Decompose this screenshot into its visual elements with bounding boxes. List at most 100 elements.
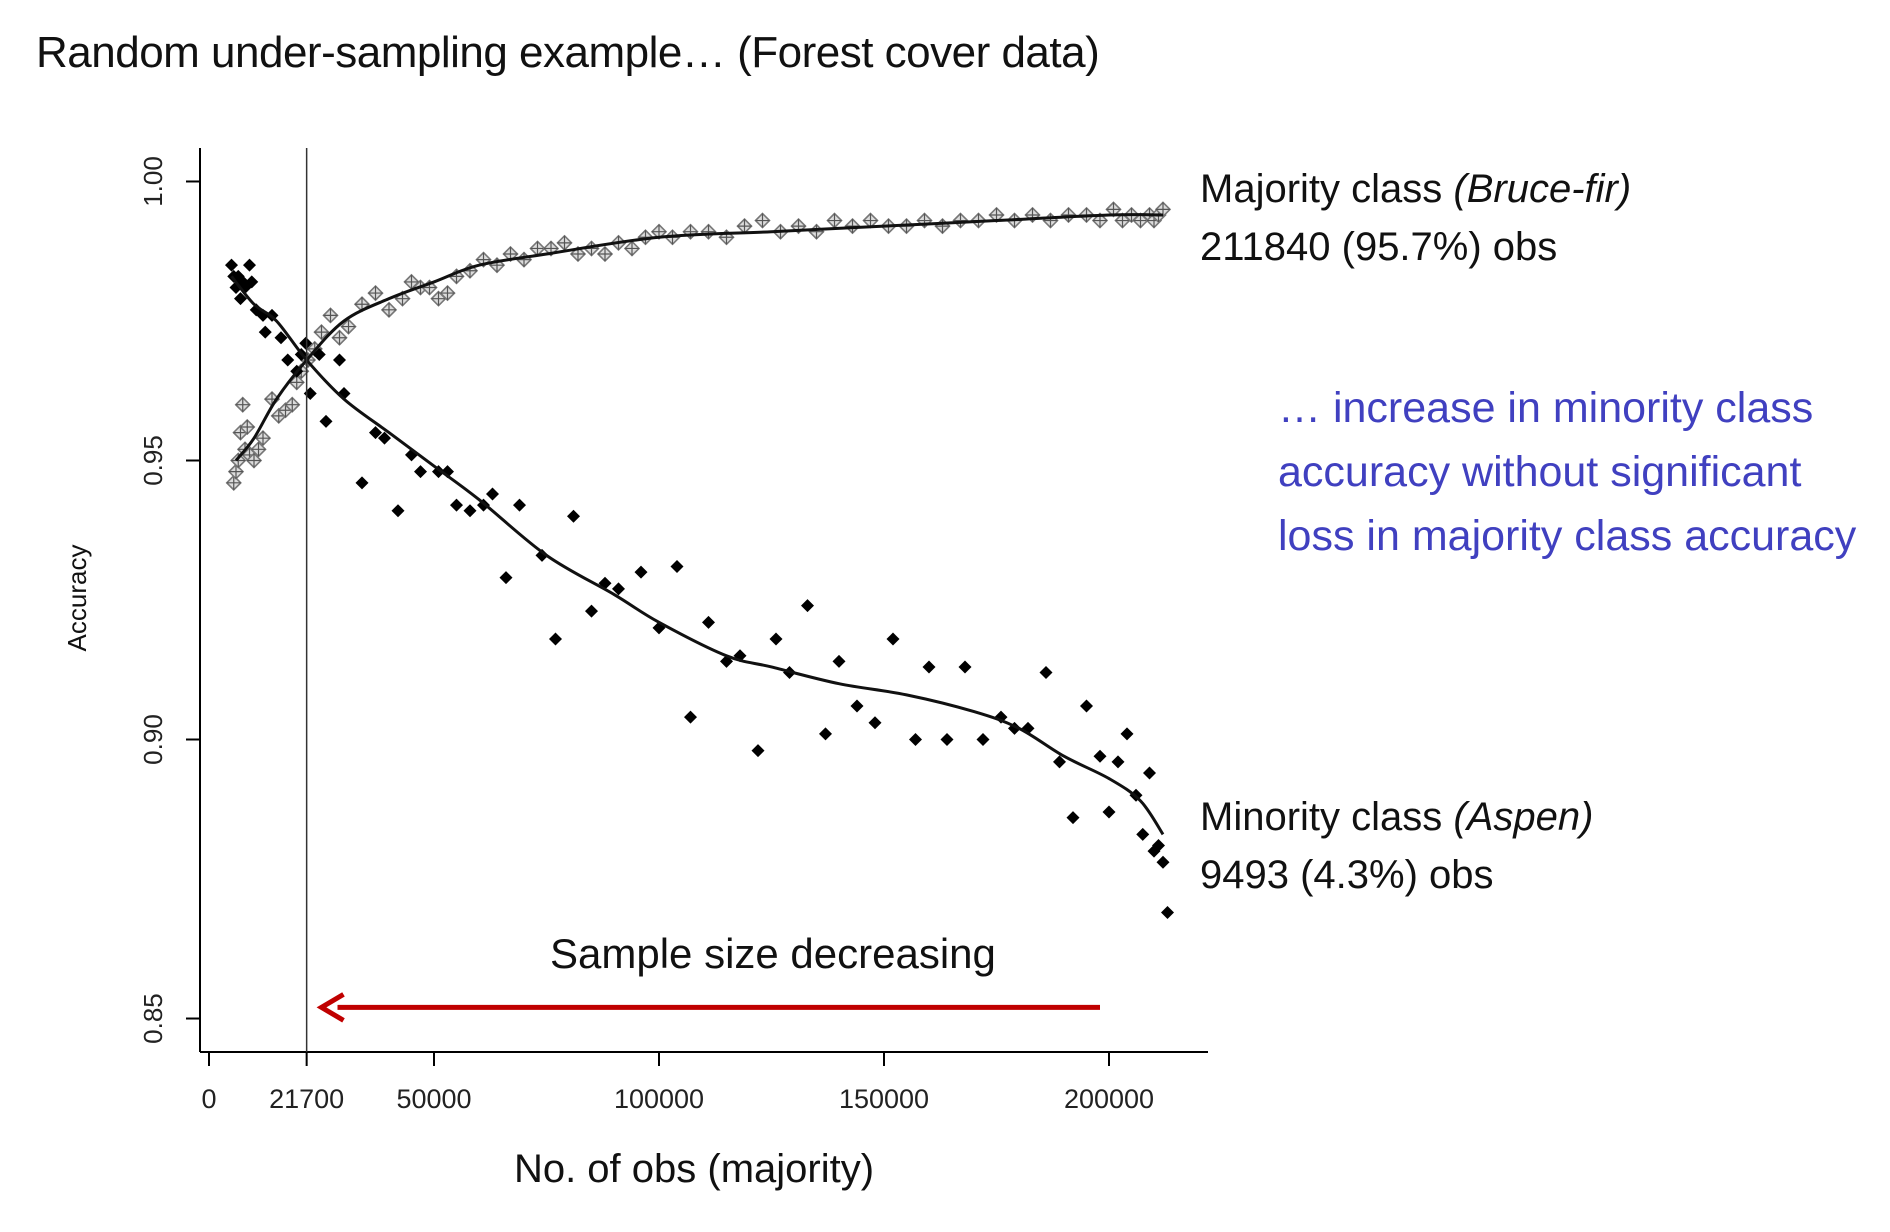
minority-point: [320, 415, 333, 428]
minority-point: [304, 387, 317, 400]
minority-point: [923, 660, 936, 673]
majority-point-cross: [738, 219, 752, 233]
x-axis-label: No. of obs (majority): [514, 1147, 874, 1191]
minority-point: [513, 499, 526, 512]
x-tick-label: 50000: [396, 1084, 471, 1114]
minority-point: [281, 354, 294, 367]
majority-class-name: (Bruce-fir): [1453, 167, 1631, 211]
minority-point: [1103, 806, 1116, 819]
minority-point: [259, 326, 272, 339]
minority-point: [752, 744, 765, 757]
minority-point: [770, 633, 783, 646]
minority-point: [851, 700, 864, 713]
arrow-label: Sample size decreasing: [550, 930, 996, 978]
minority-point: [585, 605, 598, 618]
minority-point: [833, 655, 846, 668]
minority-point: [977, 733, 990, 746]
majority-points: [227, 202, 1170, 489]
minority-point: [702, 616, 715, 629]
majority-point: [828, 214, 842, 228]
majority-point: [227, 476, 241, 490]
majority-point: [333, 331, 347, 345]
minority-point: [225, 259, 238, 272]
majority-point: [229, 465, 243, 479]
trend-lines: [232, 215, 1164, 835]
minority-point: [486, 487, 499, 500]
x-tick-label: 21700: [269, 1084, 344, 1114]
minority-point: [1067, 811, 1080, 824]
majority-point-cross: [1062, 208, 1076, 222]
majority-point-cross: [517, 253, 531, 267]
minority-point: [869, 716, 882, 729]
minority-class-count: 9493 (4.3%) obs: [1200, 846, 1593, 904]
minority-point: [243, 259, 256, 272]
minority-points: [225, 259, 1174, 919]
minority-point: [356, 476, 369, 489]
majority-point-cross: [382, 303, 396, 317]
minority-trend-line: [232, 276, 1164, 834]
majority-point-cross: [810, 225, 824, 239]
majority-point: [810, 225, 824, 239]
y-axis-label: Accuracy: [62, 545, 92, 652]
note-line: loss in majority class accuracy: [1278, 504, 1856, 568]
minority-point: [959, 660, 972, 673]
minority-point: [671, 560, 684, 573]
minority-point: [450, 499, 463, 512]
note-text: … increase in minority class accuracy wi…: [1278, 376, 1856, 568]
minority-point: [500, 571, 513, 584]
minority-point: [1094, 750, 1107, 763]
majority-point: [236, 398, 250, 412]
minority-class-label: Minority class (Aspen) 9493 (4.3%) obs: [1200, 788, 1593, 904]
y-tick-label: 1.00: [138, 156, 168, 207]
minority-point: [1157, 856, 1170, 869]
note-line: accuracy without significant: [1278, 440, 1856, 504]
minority-point: [909, 733, 922, 746]
majority-point: [702, 225, 716, 239]
majority-point-cross: [369, 286, 383, 300]
majority-class-label: Majority class (Bruce-fir) 211840 (95.7%…: [1200, 160, 1631, 276]
minority-point: [464, 504, 477, 517]
minority-point: [1112, 755, 1125, 768]
majority-point-cross: [702, 225, 716, 239]
x-tick-label: 100000: [614, 1084, 704, 1114]
minority-class-title: Minority class: [1200, 795, 1453, 839]
minority-point: [941, 733, 954, 746]
majority-class-title: Majority class: [1200, 167, 1453, 211]
majority-point-cross: [756, 214, 770, 228]
majority-point: [1062, 208, 1076, 222]
majority-point-cross: [558, 236, 572, 250]
minority-point: [1121, 727, 1134, 740]
majority-class-count: 211840 (95.7%) obs: [1200, 218, 1631, 276]
minority-point: [1161, 906, 1174, 919]
majority-point: [324, 308, 338, 322]
majority-point: [1044, 214, 1058, 228]
majority-point-cross: [333, 331, 347, 345]
x-tick-label: 0: [201, 1084, 216, 1114]
majority-point-cross: [954, 214, 968, 228]
y-tick-label: 0.85: [138, 993, 168, 1044]
majority-point: [382, 303, 396, 317]
minority-point: [801, 599, 814, 612]
minority-point: [819, 727, 832, 740]
minority-point: [1136, 828, 1149, 841]
minority-point: [549, 633, 562, 646]
majority-point: [954, 214, 968, 228]
x-tick-label: 150000: [839, 1084, 929, 1114]
majority-point: [738, 219, 752, 233]
minority-point: [414, 465, 427, 478]
minority-point: [635, 566, 648, 579]
majority-point: [625, 241, 639, 255]
majority-point: [756, 214, 770, 228]
majority-point-cross: [236, 398, 250, 412]
majority-point: [598, 247, 612, 261]
x-tick-label: 200000: [1064, 1084, 1154, 1114]
majority-point-cross: [625, 241, 639, 255]
minority-point: [1040, 666, 1053, 679]
majority-point-cross: [1044, 214, 1058, 228]
majority-point: [558, 236, 572, 250]
minority-point: [392, 504, 405, 517]
minority-point: [1080, 700, 1093, 713]
majority-point-cross: [598, 247, 612, 261]
majority-point: [369, 286, 383, 300]
note-line: … increase in minority class: [1278, 376, 1856, 440]
